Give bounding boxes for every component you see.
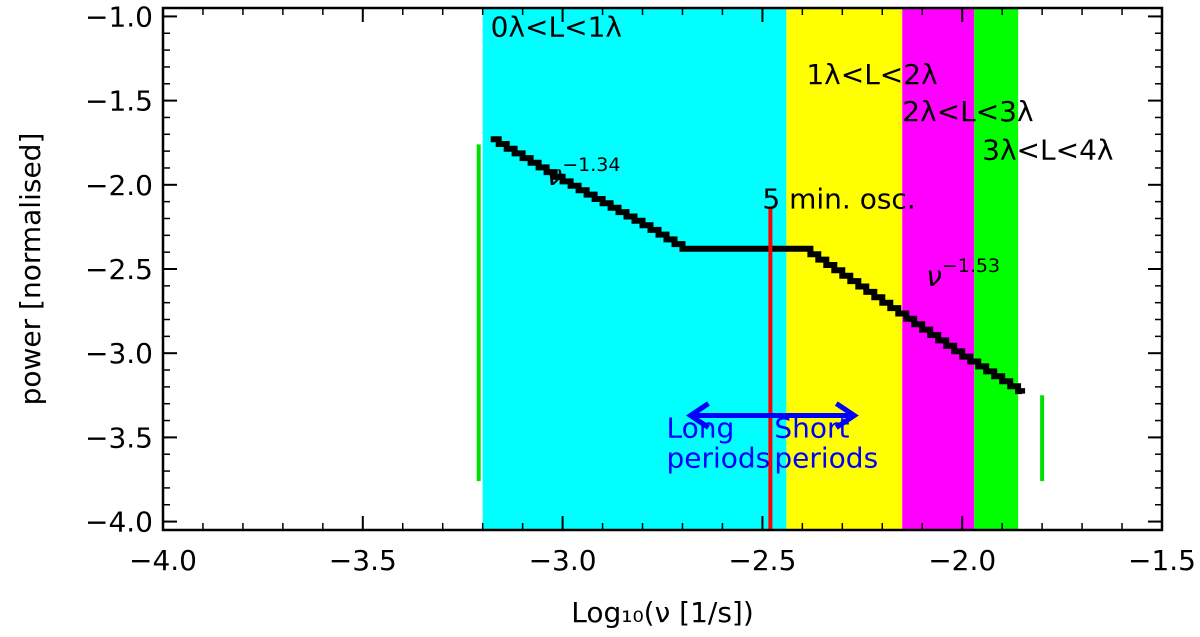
x-tick-label-3: −2.5 — [728, 544, 796, 577]
range-markers — [476, 144, 1045, 482]
y-tick-label-5: −3.5 — [85, 421, 153, 454]
y-axis-ticks: −1.0 −1.5 −2.0 −2.5 −3.0 −3.5 −4.0 — [85, 0, 1162, 539]
x-tick-label-2: −3.0 — [529, 544, 597, 577]
arrow-head-right — [834, 401, 859, 430]
band-2 — [902, 8, 975, 530]
arrow-label-0-1: periods — [666, 441, 770, 474]
y-tick-label-1: −1.5 — [85, 85, 153, 118]
x-tick-label-5: −1.5 — [1128, 544, 1196, 577]
band-label-3: 3λ<L<4λ — [982, 134, 1113, 167]
arrow-label-1-0: Short — [774, 411, 849, 444]
band-label-0: 0λ<L<1λ — [491, 11, 622, 44]
x-axis-ticks: −4.0 −3.5 −3.0 −2.5 −2.0 −1.5 — [129, 8, 1196, 577]
arrow-label-0-0: Long — [666, 411, 734, 444]
y-tick-label-2: −2.0 — [85, 169, 153, 202]
annotation-labels: 0λ<L<1λ 1λ<L<2λ 2λ<L<3λ 3λ<L<4λ 5 min. osc. ν… — [491, 11, 1114, 475]
band-label-2: 2λ<L<3λ — [902, 95, 1033, 128]
period-arrow — [685, 401, 859, 430]
osc-label-0: 5 min. osc. — [762, 182, 915, 215]
band-label-1: 1λ<L<2λ — [806, 58, 937, 91]
x-axis-label: Log₁₀(ν [1/s]) — [571, 596, 754, 629]
slope-label-1: ν−1.53 — [926, 255, 1000, 293]
x-tick-label-0: −4.0 — [129, 544, 197, 577]
band-0 — [482, 8, 787, 530]
slope-label-0: ν−1.34 — [547, 154, 621, 192]
y-axis-label: power [normalised] — [14, 133, 47, 406]
series-line-0 — [490, 136, 1026, 395]
arrow-head-left — [685, 401, 710, 430]
y-tick-label-6: −4.0 — [85, 506, 153, 539]
arrow-label-1-1: periods — [774, 441, 878, 474]
band-3 — [974, 8, 1019, 530]
y-tick-label-4: −3.0 — [85, 337, 153, 370]
power-series — [490, 136, 1026, 395]
y-tick-label-3: −2.5 — [85, 253, 153, 286]
x-tick-label-1: −3.5 — [329, 544, 397, 577]
x-tick-label-4: −2.0 — [928, 544, 996, 577]
y-tick-label-0: −1.0 — [85, 0, 153, 33]
